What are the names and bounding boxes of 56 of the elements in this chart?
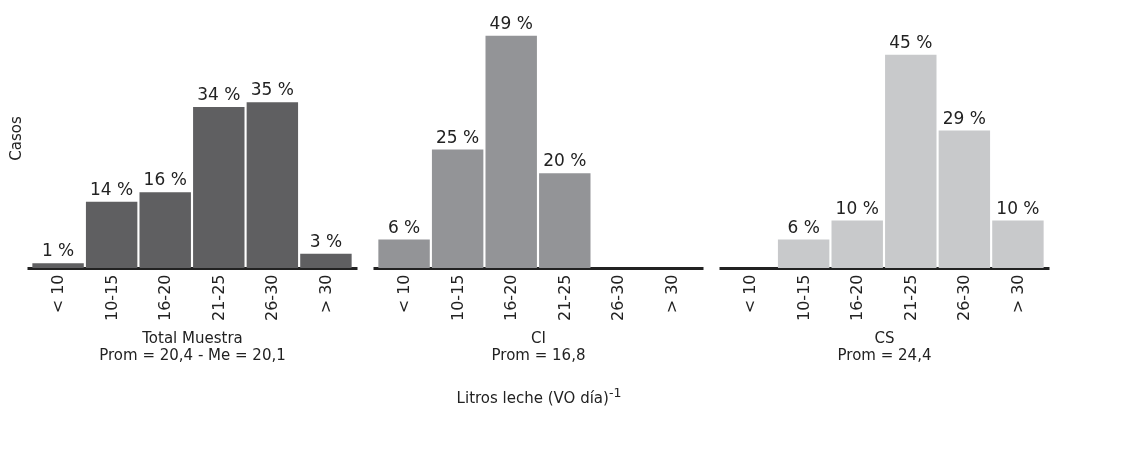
x-tick-label: > 30 [661, 274, 681, 314]
x-tick-label: 26-30 [608, 274, 628, 321]
bar [431, 149, 484, 268]
data-label: 10 % [835, 197, 879, 218]
y-axis-title: Casos [6, 116, 25, 161]
x-tick-label: 10-15 [447, 274, 467, 321]
bar [485, 35, 537, 268]
x-axis-title: CS [874, 328, 895, 347]
x-tick-label: 26-30 [954, 274, 974, 321]
bar [378, 239, 430, 268]
data-label: 14 % [90, 178, 134, 199]
x-tick-label: > 30 [1007, 274, 1027, 314]
bar [992, 220, 1044, 268]
bar [938, 130, 991, 268]
x-axis-title: Total Muestra [141, 328, 243, 347]
data-label: 3 % [309, 230, 343, 251]
text: Litros leche (VO día)$^{-1}$ [455, 385, 623, 407]
bar [139, 192, 191, 268]
bar [32, 263, 84, 268]
x-axis-title: CI [531, 328, 546, 347]
data-label: 6 % [787, 216, 820, 237]
bar [831, 220, 883, 268]
bar [193, 106, 245, 268]
x-tick-label: 10-15 [793, 274, 813, 321]
data-label: 16 % [143, 169, 187, 190]
x-tick-label: 10-15 [101, 274, 121, 321]
bar [885, 54, 937, 268]
text: Prom = 24,4 [837, 345, 932, 364]
text: Prom = 20,4 - Me = 20,1 [99, 345, 286, 364]
bar [539, 173, 591, 268]
x-tick-label: < 10 [394, 274, 414, 314]
x-tick-label: 16-20 [501, 274, 521, 321]
data-label: 35 % [250, 79, 294, 100]
x-tick-label: 16-20 [847, 274, 867, 321]
data-label: 20 % [543, 150, 587, 171]
data-label: 25 % [436, 126, 480, 147]
bar [300, 253, 352, 268]
x-tick-label: > 30 [315, 274, 335, 314]
text: Prom = 16,8 [491, 345, 586, 364]
x-tick-label: 21-25 [900, 274, 920, 321]
x-tick-label: 21-25 [554, 274, 574, 321]
bar [777, 239, 830, 268]
bar [246, 102, 299, 268]
data-label: 29 % [942, 107, 986, 128]
x-tick-label: 16-20 [155, 274, 175, 321]
data-label: 49 % [489, 12, 533, 33]
x-tick-label: 21-25 [208, 274, 228, 321]
data-label: 34 % [197, 83, 241, 104]
x-tick-label: 26-30 [262, 274, 282, 321]
x-tick-label: < 10 [740, 274, 760, 314]
data-label: 45 % [889, 31, 933, 52]
x-tick-label: < 10 [48, 274, 68, 314]
data-label: 10 % [996, 197, 1040, 218]
data-label: 1 % [41, 240, 75, 261]
bar [85, 201, 138, 268]
data-label: 6 % [387, 216, 421, 237]
